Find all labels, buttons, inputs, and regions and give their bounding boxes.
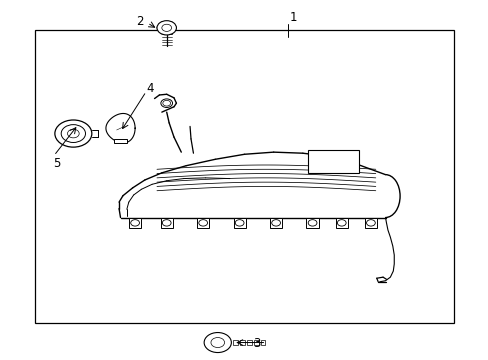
Bar [35,30,453,323]
Bar [269,217,282,228]
Circle shape [161,99,172,108]
Circle shape [61,125,85,143]
Circle shape [307,220,316,226]
Bar [129,217,141,228]
Circle shape [55,120,92,147]
Bar [114,139,127,143]
Circle shape [210,338,224,347]
Circle shape [337,220,346,226]
Text: 5: 5 [54,157,61,170]
Bar [260,340,265,345]
Bar [306,217,318,228]
Circle shape [162,220,171,226]
Circle shape [366,220,374,226]
Text: 4: 4 [145,82,153,95]
Bar [233,340,238,345]
Circle shape [235,220,244,226]
Bar [160,217,172,228]
Bar [197,217,209,228]
Circle shape [271,220,280,226]
Circle shape [130,220,139,226]
Bar [335,217,347,228]
Bar [307,150,358,173]
Text: 3: 3 [252,337,260,350]
Text: 1: 1 [289,11,296,24]
Bar [240,340,244,345]
Bar [233,217,245,228]
Text: 2: 2 [136,14,143,27]
Bar [246,340,251,345]
Circle shape [199,220,207,226]
Circle shape [157,21,176,35]
Circle shape [203,333,231,352]
Bar [364,217,376,228]
Bar [253,340,258,345]
